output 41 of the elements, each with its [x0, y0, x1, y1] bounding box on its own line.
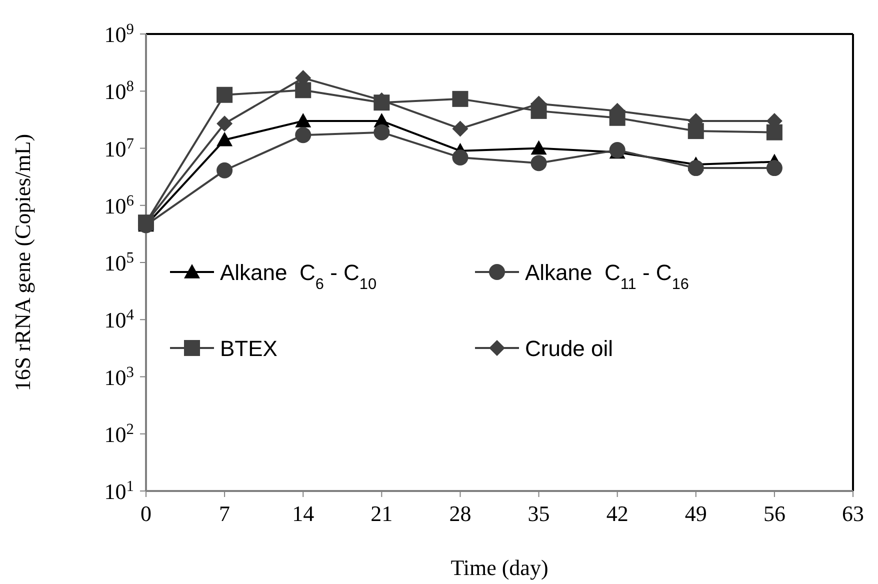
point — [452, 149, 468, 166]
point — [452, 90, 468, 107]
y-tick-label: 10$^{1}$ — [104, 478, 134, 504]
x-tick-label: 0 — [140, 501, 152, 526]
x-tick-label: 35 — [528, 501, 550, 526]
x-axis-title: Time (day) — [450, 555, 548, 580]
x-tick-label: 42 — [606, 501, 628, 526]
x-tick-label: 14 — [292, 501, 314, 526]
point — [216, 86, 233, 103]
y-tick-label: 10$^{5}$ — [104, 249, 134, 276]
y-tick-label: 10$^{7}$ — [104, 134, 134, 162]
y-tick-label: 10$^{8}$ — [104, 78, 134, 104]
x-tick-label: 7 — [219, 501, 230, 526]
x-tick-label: 63 — [842, 501, 864, 526]
x-tick-label: 21 — [370, 501, 393, 526]
legend-label: Alkane C$_{11}$ - C$_{16}$ — [525, 260, 689, 292]
x-tick-label: 28 — [449, 501, 472, 526]
y-tick-label: 10$^{4}$ — [104, 306, 134, 333]
point — [216, 132, 233, 146]
point — [530, 140, 547, 155]
y-tick-label: 10$^{6}$ — [104, 192, 134, 218]
point — [766, 124, 782, 140]
legend-label: Alkane C$_{6}$ - C$_{10}$ — [220, 260, 377, 292]
y-tick-label: 10$^{2}$ — [104, 420, 134, 447]
legend-label: Crude oil — [525, 336, 614, 361]
point — [295, 112, 312, 128]
y-axis-title: 16S rRNA gene (Copies/mL) — [10, 134, 35, 392]
point — [452, 120, 468, 137]
point — [766, 160, 782, 176]
point — [688, 160, 704, 176]
x-tick-label: 56 — [763, 501, 786, 526]
point — [530, 155, 547, 172]
point — [216, 162, 233, 178]
point — [295, 82, 312, 98]
point — [295, 127, 312, 144]
y-tick-label: 10$^{3}$ — [104, 363, 134, 390]
point — [216, 116, 233, 132]
point — [374, 124, 390, 140]
legend-label: BTEX — [220, 336, 278, 361]
x-tick-label: 49 — [684, 501, 707, 526]
y-tick-label: 10$^{9}$ — [104, 20, 134, 47]
